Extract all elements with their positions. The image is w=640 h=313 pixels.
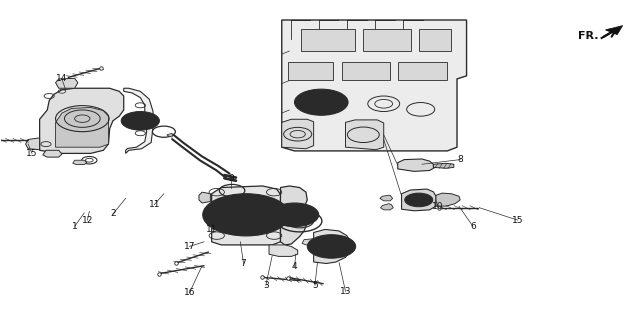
Circle shape — [203, 194, 289, 236]
Text: FR.: FR. — [578, 30, 598, 40]
Polygon shape — [346, 120, 384, 150]
Polygon shape — [381, 204, 394, 210]
Text: 17: 17 — [184, 242, 195, 251]
Text: 2: 2 — [110, 209, 116, 218]
Polygon shape — [212, 186, 280, 245]
Text: 9: 9 — [228, 174, 234, 183]
Polygon shape — [167, 133, 172, 137]
Circle shape — [270, 203, 319, 227]
Text: 15: 15 — [512, 216, 524, 225]
Text: 5: 5 — [312, 281, 318, 290]
Text: 15: 15 — [26, 149, 38, 158]
Polygon shape — [43, 150, 62, 157]
Polygon shape — [56, 78, 78, 88]
Polygon shape — [433, 163, 454, 168]
Text: 11: 11 — [206, 225, 218, 234]
Polygon shape — [199, 192, 211, 203]
Text: 12: 12 — [82, 216, 93, 225]
Bar — [397, 62, 447, 80]
Text: 6: 6 — [470, 222, 476, 231]
Polygon shape — [40, 88, 124, 153]
Circle shape — [294, 89, 348, 115]
Text: 11: 11 — [148, 200, 160, 209]
Text: 1: 1 — [72, 222, 77, 231]
Polygon shape — [26, 138, 40, 150]
Text: 14: 14 — [56, 74, 68, 84]
Text: 13: 13 — [340, 287, 351, 296]
Polygon shape — [269, 245, 298, 256]
Polygon shape — [280, 186, 307, 245]
Polygon shape — [302, 239, 317, 245]
Polygon shape — [314, 229, 351, 264]
Polygon shape — [282, 119, 314, 149]
Circle shape — [121, 111, 159, 130]
Bar — [301, 29, 355, 51]
Bar — [342, 62, 390, 80]
Polygon shape — [282, 20, 467, 151]
Text: 8: 8 — [458, 155, 463, 164]
Polygon shape — [397, 159, 433, 172]
Text: 16: 16 — [184, 289, 195, 297]
Circle shape — [404, 193, 433, 207]
Polygon shape — [380, 195, 393, 201]
Bar — [419, 29, 451, 51]
Text: 4: 4 — [292, 262, 298, 271]
Text: 10: 10 — [432, 202, 444, 211]
Polygon shape — [73, 160, 87, 165]
Text: 7: 7 — [241, 259, 246, 268]
Bar — [364, 29, 411, 51]
Polygon shape — [124, 88, 153, 153]
Text: 3: 3 — [263, 281, 269, 290]
Circle shape — [307, 235, 356, 258]
Bar — [288, 62, 333, 80]
Polygon shape — [401, 189, 436, 211]
Polygon shape — [605, 26, 623, 35]
Polygon shape — [436, 193, 460, 206]
Polygon shape — [56, 107, 108, 147]
